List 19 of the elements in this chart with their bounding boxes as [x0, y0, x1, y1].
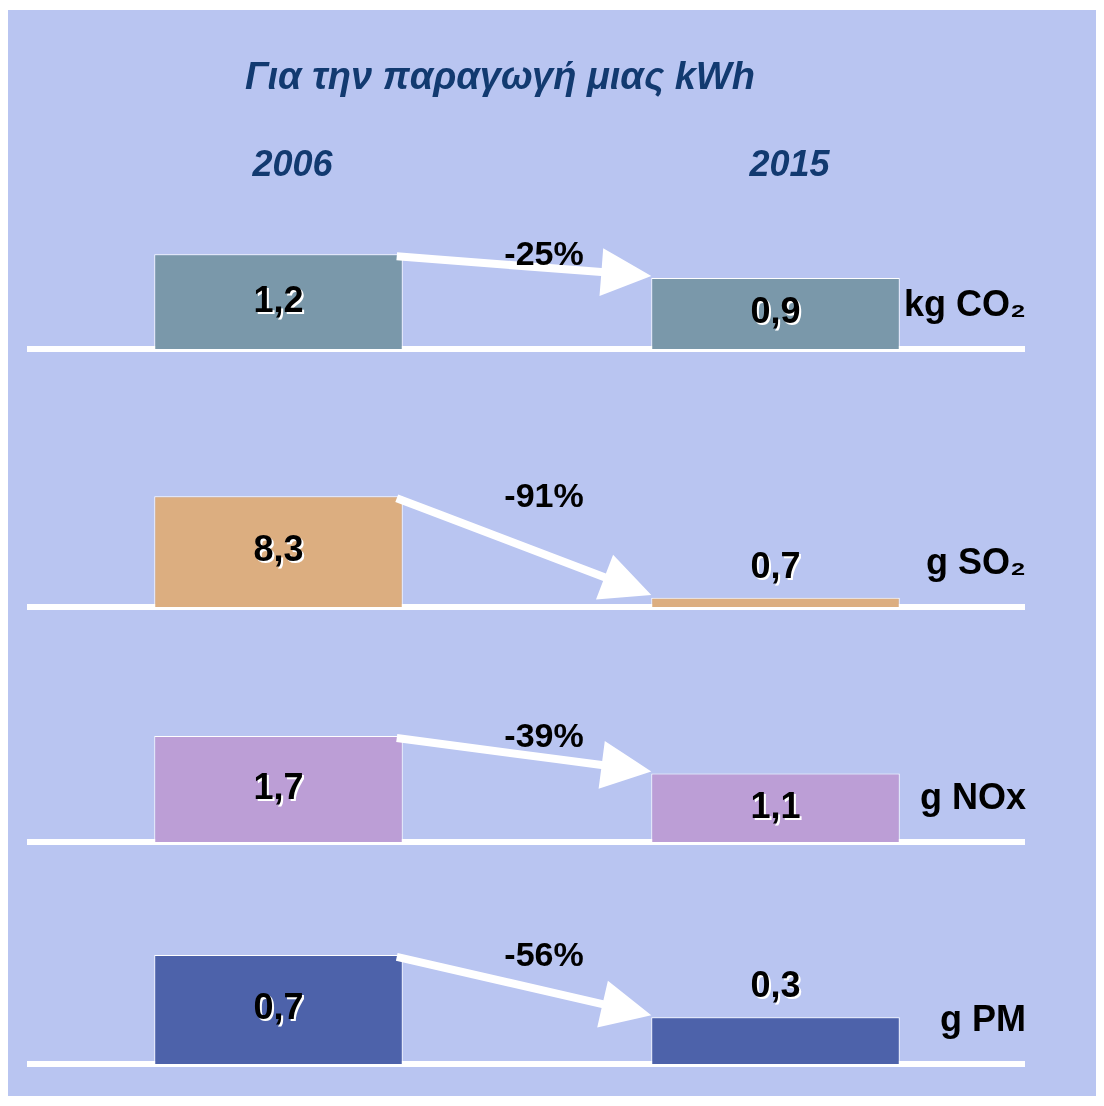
x-tick-label: 2006	[251, 142, 334, 184]
chart-title: Για την παραγωγή μιας kWh	[244, 55, 756, 98]
annotation: kg CO₂	[903, 283, 1026, 325]
data-label: 0,7	[253, 986, 304, 1028]
annotation: -91%	[504, 476, 584, 516]
data-label: 0,7	[752, 546, 803, 588]
annotation: -39%	[504, 716, 584, 756]
annotation: -25%	[504, 234, 584, 274]
data-label: 0,9	[750, 290, 801, 332]
annotation: g PM	[940, 998, 1026, 1040]
annotation: g SO₂	[925, 541, 1026, 583]
annotation: -56%	[504, 934, 584, 974]
annotation: g NOx	[919, 776, 1026, 818]
data-label: 1,2	[253, 278, 304, 320]
data-label: 0,3	[752, 966, 803, 1008]
data-label: 1,7	[253, 765, 304, 807]
data-label: 8,3	[253, 528, 304, 570]
x-tick-label: 2015	[748, 142, 831, 184]
data-label: 1,1	[750, 784, 801, 826]
